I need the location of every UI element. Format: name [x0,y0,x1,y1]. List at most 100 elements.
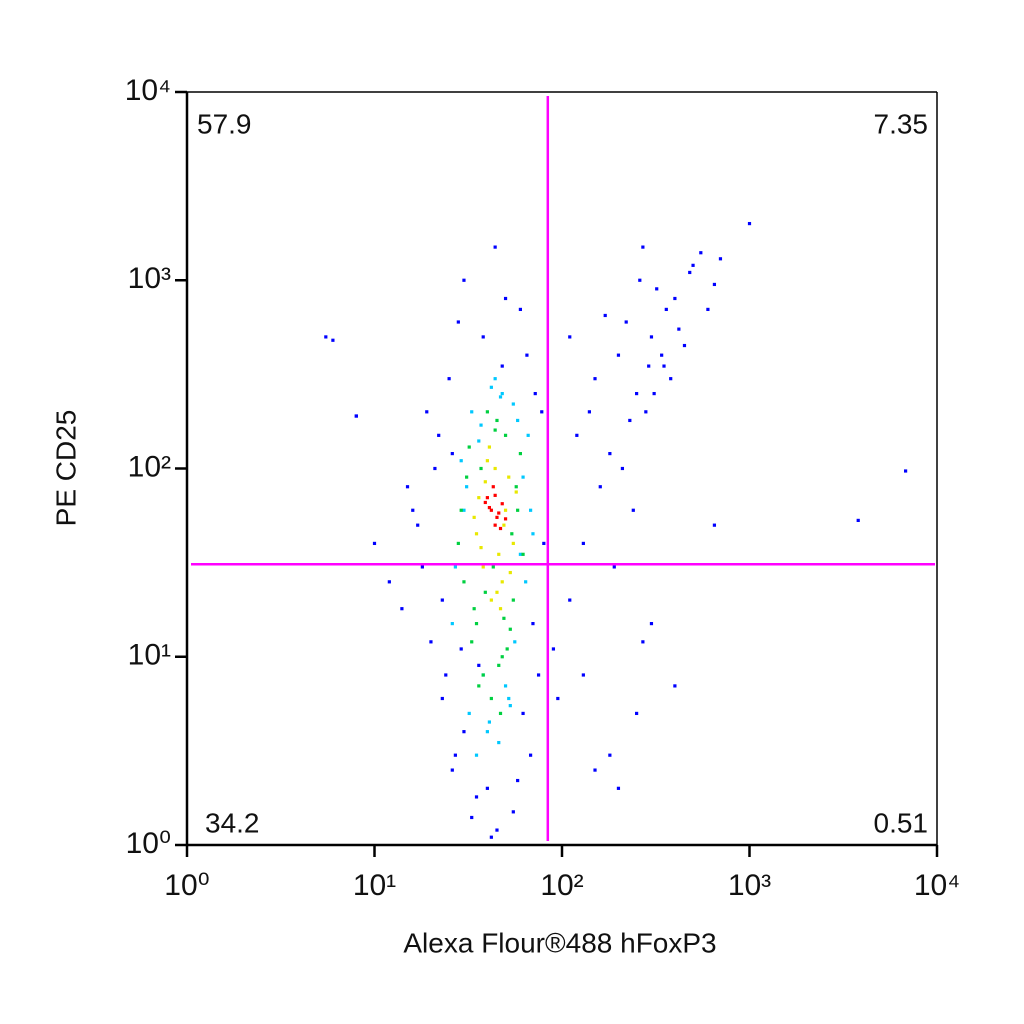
point [495,590,499,594]
point [479,423,483,427]
point [489,598,493,602]
point [433,466,437,471]
point [354,414,358,418]
point [485,459,489,463]
point [542,541,546,546]
point [500,655,504,659]
y-tick-label: 10⁴ [125,74,171,107]
point [521,475,525,479]
point [612,565,616,569]
point [440,696,444,701]
point [479,546,483,550]
point [437,433,441,437]
point [497,663,501,667]
point [593,377,597,381]
point [498,395,503,399]
point [521,711,525,716]
point [581,541,585,546]
point [518,307,523,312]
point [503,296,508,301]
point [635,391,639,396]
point [638,278,642,282]
point [575,433,579,437]
point [508,627,512,631]
point [481,335,485,339]
point [507,696,511,701]
point [459,459,463,463]
point [500,580,504,584]
point [485,786,489,790]
point [491,565,495,569]
point [712,523,717,527]
point [706,307,710,312]
point [508,704,512,708]
point [405,485,410,489]
point [444,673,448,677]
point [465,485,469,489]
point [467,711,471,716]
point [493,245,497,249]
point [655,287,659,291]
point [456,541,460,546]
x-tick-label: 10⁴ [914,869,960,902]
point [593,768,597,772]
point [493,428,497,432]
point [493,493,497,497]
point [487,720,491,724]
point [489,508,493,512]
point [518,552,523,556]
point [528,753,533,757]
y-axis-label: PE CD25 [50,410,81,527]
point [856,518,860,523]
point [649,335,654,339]
point [649,622,654,626]
point [498,526,503,531]
point [533,391,537,396]
point [498,607,503,611]
point [511,402,515,406]
point [688,270,692,275]
point [500,502,504,506]
x-tick-label: 10⁰ [164,869,209,902]
x-tick-label: 10³ [728,869,771,902]
point [660,353,664,357]
x-tick-label: 10² [540,869,583,902]
point [456,320,460,324]
point [507,475,511,479]
point [568,335,572,339]
point [411,508,415,512]
point [477,663,481,667]
point [556,696,560,701]
point [677,327,681,331]
point [481,673,485,677]
point [551,647,556,651]
point [470,640,474,644]
point [485,410,489,414]
point [641,245,645,249]
point [477,439,481,443]
point [628,418,632,423]
point [540,410,544,414]
point [531,532,535,536]
point [620,466,625,471]
point [503,508,508,512]
point [498,711,503,716]
point [526,433,530,437]
point [502,523,506,527]
point [631,508,635,512]
point [472,515,476,519]
point [598,485,602,489]
point [718,257,723,261]
point [647,364,651,368]
x-axis-label: Alexa Flour®488 hFoxP3 [403,927,716,958]
point [493,466,497,471]
point [483,480,487,484]
point [503,517,508,521]
point [616,786,621,790]
point [662,364,666,368]
quadrant-value: 34.2 [205,807,260,838]
point [513,640,517,644]
point [495,828,499,832]
